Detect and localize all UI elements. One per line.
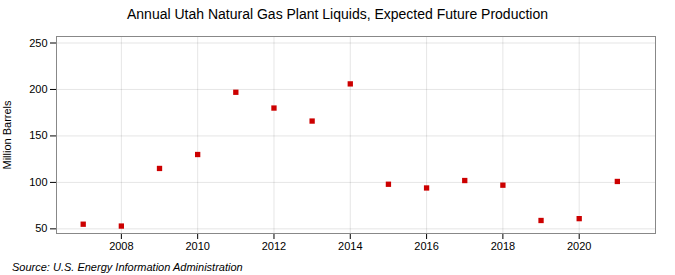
svg-text:2008: 2008 xyxy=(109,240,133,252)
svg-text:2020: 2020 xyxy=(567,240,591,252)
svg-text:Million Barrels: Million Barrels xyxy=(1,100,13,170)
html-text:Annual Utah Natural Gas Plant: Annual Utah Natural Gas Plant Liquids, E… xyxy=(127,6,548,22)
svg-text:2018: 2018 xyxy=(491,240,515,252)
svg-text:2010: 2010 xyxy=(185,240,209,252)
svg-text:2014: 2014 xyxy=(338,240,362,252)
svg-text:50: 50 xyxy=(35,222,47,234)
svg-text:200: 200 xyxy=(29,83,47,95)
svg-text:250: 250 xyxy=(29,37,47,49)
svg-text:150: 150 xyxy=(29,129,47,141)
svg-text:2016: 2016 xyxy=(414,240,438,252)
html-text:Source: U.S. Energy Informatio: Source: U.S. Energy Information Administ… xyxy=(12,261,243,273)
svg-text:2012: 2012 xyxy=(262,240,286,252)
svg-text:100: 100 xyxy=(29,176,47,188)
